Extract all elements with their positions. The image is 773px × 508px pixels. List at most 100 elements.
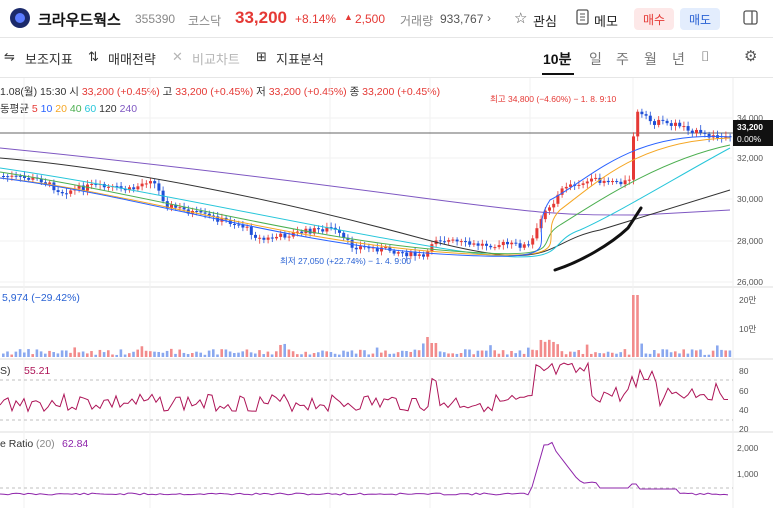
y-tick-28000: 28,000 (737, 236, 763, 246)
volume-bar (674, 351, 677, 357)
ma40-line (0, 144, 731, 255)
period-year[interactable]: 년 (672, 51, 685, 67)
candle (543, 210, 547, 220)
settings-gear-icon[interactable]: ⚙ (744, 48, 758, 65)
volume-bar (56, 353, 60, 357)
candle (644, 114, 648, 116)
candle (165, 201, 169, 209)
candle (359, 246, 362, 250)
candle (401, 252, 404, 254)
volume-bar (279, 344, 282, 357)
candle (438, 240, 442, 242)
volume-bar (275, 351, 278, 357)
volume-bar (669, 352, 673, 357)
volume-bar (199, 352, 202, 357)
candle (678, 122, 682, 127)
candle (317, 228, 320, 230)
volume-bar (438, 351, 442, 357)
volume-bar (522, 353, 526, 357)
volume-bar (31, 354, 34, 357)
volume-bar (300, 354, 303, 357)
candle (107, 186, 110, 188)
vr-value: 62.84 (62, 438, 88, 450)
rsi-line (0, 361, 729, 413)
volume-bar (6, 351, 9, 357)
volume-bar (401, 350, 404, 357)
volume-bar (2, 353, 5, 357)
volume-bar (52, 352, 55, 357)
volume-bar (552, 341, 555, 357)
volume-bar (464, 349, 467, 357)
candle (443, 241, 446, 243)
watch-label[interactable]: 관심 (533, 14, 557, 29)
candle (119, 186, 123, 189)
volume-bar (598, 353, 601, 357)
volume-bar (249, 352, 253, 357)
candle (674, 122, 677, 126)
indicator-analysis-button[interactable]: 지표분석 (276, 52, 324, 67)
price-tag: 33,200 (737, 122, 763, 132)
volume-bar (678, 353, 681, 357)
candle (493, 247, 497, 249)
volume-bar (291, 351, 295, 357)
candle (665, 120, 669, 124)
candle (506, 241, 509, 245)
volume-bar (501, 350, 505, 357)
candle (669, 123, 673, 126)
compare-chart-icon: ✕ (172, 49, 183, 64)
volume-bar (489, 345, 492, 357)
volume-bar (451, 353, 454, 357)
period-day[interactable]: 일 (589, 51, 602, 67)
stock-name[interactable]: 크라우드웍스 (38, 12, 121, 29)
volume-bar (296, 354, 299, 357)
candle (203, 212, 207, 214)
ma240-label: 240 (119, 103, 138, 115)
volume-bar (527, 347, 530, 357)
volume-bar (60, 350, 64, 357)
compare-chart-button[interactable]: 비교차트 (192, 52, 240, 67)
change-percent: +8.14% (295, 12, 337, 26)
trade-strategy-button[interactable]: 매매전략 (108, 52, 156, 67)
watch-star-icon[interactable]: ☆ (514, 10, 528, 27)
candle (312, 228, 316, 234)
candle (388, 246, 392, 251)
candle (653, 121, 656, 125)
candle (27, 177, 31, 180)
chevron-right-icon[interactable]: › (487, 11, 491, 25)
memo-label[interactable]: 메모 (594, 14, 618, 29)
volume-bar (556, 344, 559, 357)
period-week[interactable]: 주 (616, 51, 629, 67)
volume-bar (413, 349, 417, 357)
period-month[interactable]: 월 (644, 51, 657, 67)
aux-indicator-button[interactable]: 보조지표 (25, 52, 73, 67)
volume-bar (325, 351, 328, 357)
period-10min[interactable]: 10분 (543, 51, 572, 67)
close-label: 종 (349, 86, 360, 98)
high-annotation: 최고 34,800 (−4.60%) − 1. 8. 9:10 (490, 94, 616, 104)
candle (149, 181, 152, 184)
open-value: 33,200 (+0.45%) (81, 86, 160, 98)
ma5-label: 5 (31, 103, 38, 115)
candle (77, 185, 81, 189)
volume-bar (69, 352, 72, 357)
candle (338, 229, 341, 233)
camera-icon[interactable]: ⌷ (701, 48, 710, 64)
ma-label: 동평균 (0, 103, 29, 115)
volume-bar (182, 352, 186, 357)
candle (464, 241, 467, 243)
volume-bar (346, 351, 349, 357)
buy-button[interactable]: 매수 (634, 8, 674, 30)
candle (23, 175, 26, 178)
candle (640, 111, 644, 115)
candle (18, 175, 22, 177)
volume-bar (77, 352, 81, 357)
ma240-line (0, 147, 731, 216)
volume-bar (611, 352, 614, 357)
candle (48, 182, 52, 184)
vr-tick-2000: 2,000 (737, 443, 759, 453)
volume-bar (564, 354, 568, 357)
candle (598, 177, 602, 183)
sell-button[interactable]: 매도 (680, 8, 720, 30)
volume-tick-20: 20만 (739, 295, 756, 305)
